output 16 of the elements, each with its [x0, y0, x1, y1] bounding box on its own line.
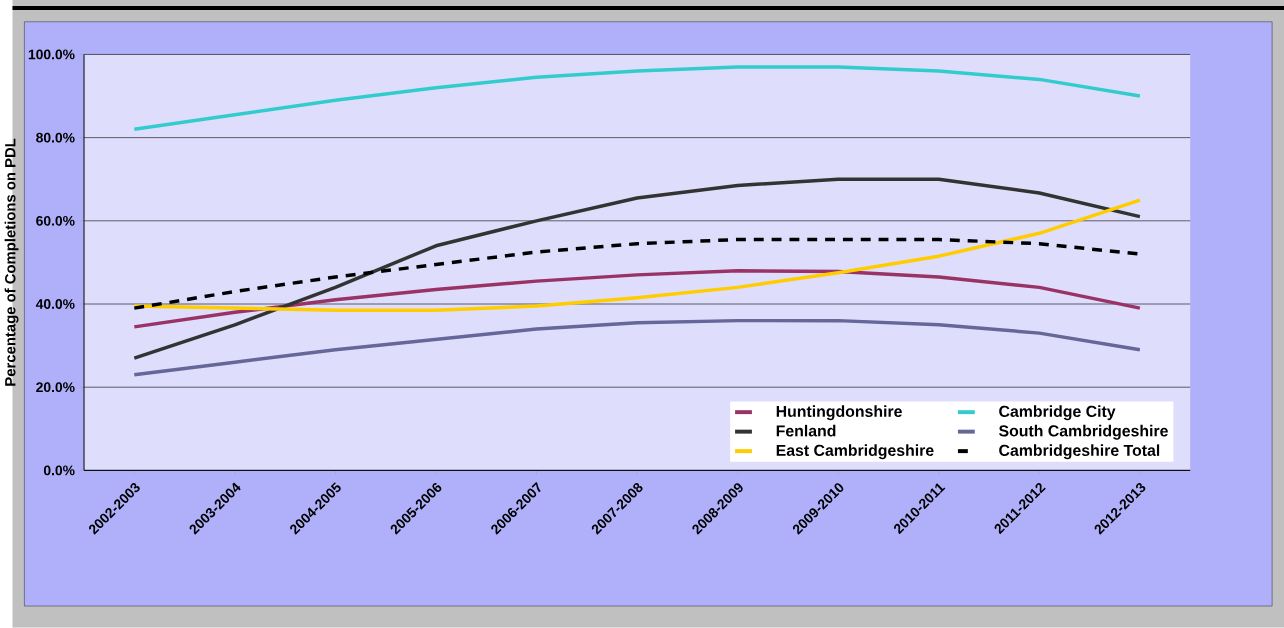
- y-tick-label: 20.0%: [36, 382, 75, 393]
- legend-label: East Cambridgeshire: [776, 444, 934, 460]
- legend-label: Cambridgeshire Total: [999, 444, 1160, 460]
- y-axis-title: Percentage of Completions on PDL: [4, 138, 19, 386]
- line-series: [132, 65, 1142, 132]
- y-tick-label: 80.0%: [36, 132, 75, 143]
- legend-label: Fenland: [776, 424, 836, 437]
- y-tick-label: 100.0%: [28, 49, 75, 60]
- line-series: [132, 269, 1142, 329]
- legend-label: Cambridge City: [999, 405, 1116, 421]
- y-tick-label: 40.0%: [35, 299, 75, 309]
- y-tick-label: 60.0%: [36, 215, 75, 226]
- legend-label: South Cambridgeshire: [999, 424, 1168, 440]
- y-tick-label: 0.0%: [43, 465, 75, 476]
- line-series: [132, 177, 1142, 360]
- legend-label: Huntingdonshire: [776, 405, 902, 421]
